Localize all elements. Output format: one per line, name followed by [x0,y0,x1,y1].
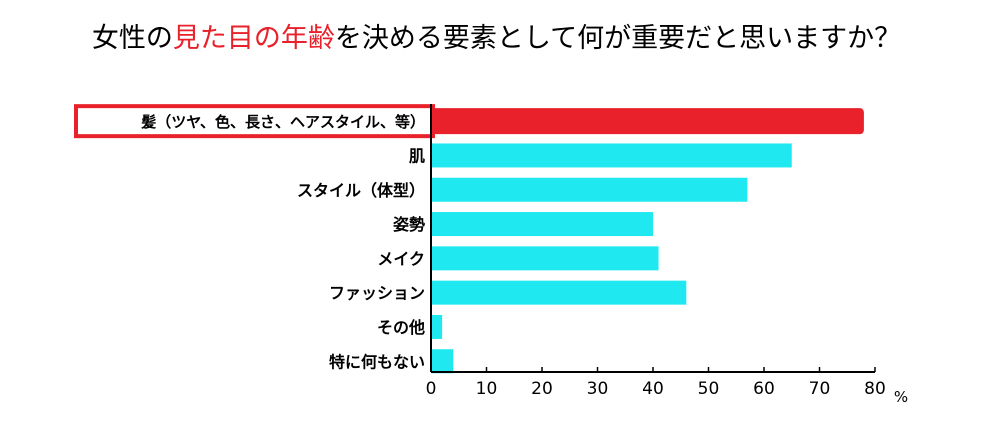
category-label-2: スタイル（体型） [297,181,425,200]
category-label-0: 髪（ツヤ、色、長さ、ヘアスタイル、等） [140,113,425,131]
bar-5 [431,280,687,305]
chart-title: 女性の見た目の年齢を決める要素として何が重要だと思いますか？ [0,16,993,55]
category-label-5: ファッション [329,284,425,303]
bar-2 [431,177,748,202]
x-tick-label-5: 50 [698,379,720,399]
title-after: を決める要素として何が重要だと思いますか？ [334,23,902,54]
x-tick-label-3: 30 [587,379,609,399]
x-tick-label-8: 80 [864,379,886,399]
x-tick-label-1: 10 [476,379,498,399]
bar-3 [431,212,653,237]
title-highlight: 見た目の年齢 [172,23,335,54]
bar-0 [431,108,864,135]
category-label-1: 肌 [409,146,425,165]
x-tick-label-0: 0 [426,379,437,399]
x-tick-label-2: 20 [531,379,553,399]
bar-1 [431,143,792,168]
category-label-6: その他 [377,318,425,337]
title-before: 女性の [91,23,173,54]
category-label-7: 特に何もない [329,352,425,371]
bar-4 [431,246,659,271]
x-unit-label: % [894,388,908,406]
bar-7 [431,349,454,374]
x-tick-label-7: 70 [809,379,831,399]
x-tick-label-6: 60 [753,379,775,399]
category-label-3: 姿勢 [393,215,425,234]
x-tick-label-4: 40 [642,379,664,399]
category-label-4: メイク [377,249,425,268]
bar-6 [431,314,443,339]
highlight-frame [74,104,435,139]
